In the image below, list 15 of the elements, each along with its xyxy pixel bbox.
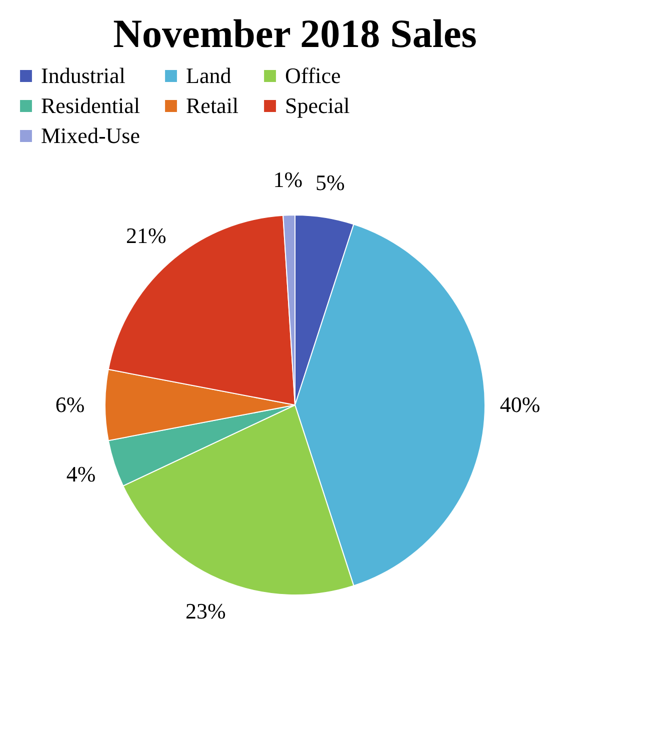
legend-label: Special	[285, 93, 350, 118]
legend-label: Land	[186, 63, 232, 88]
data-label: 21%	[126, 223, 166, 248]
data-label: 40%	[500, 392, 540, 417]
data-label: 1%	[273, 167, 303, 192]
legend-label: Residential	[41, 93, 140, 118]
chart-title: November 2018 Sales	[113, 11, 477, 56]
legend-label: Office	[285, 63, 341, 88]
data-label: 6%	[55, 392, 85, 417]
data-label: 4%	[66, 462, 96, 487]
data-label: 5%	[316, 170, 345, 195]
data-label: 23%	[185, 598, 226, 624]
legend-label: Industrial	[41, 63, 126, 88]
legend-label: Retail	[186, 93, 239, 118]
legend-label: Mixed-Use	[41, 123, 140, 148]
